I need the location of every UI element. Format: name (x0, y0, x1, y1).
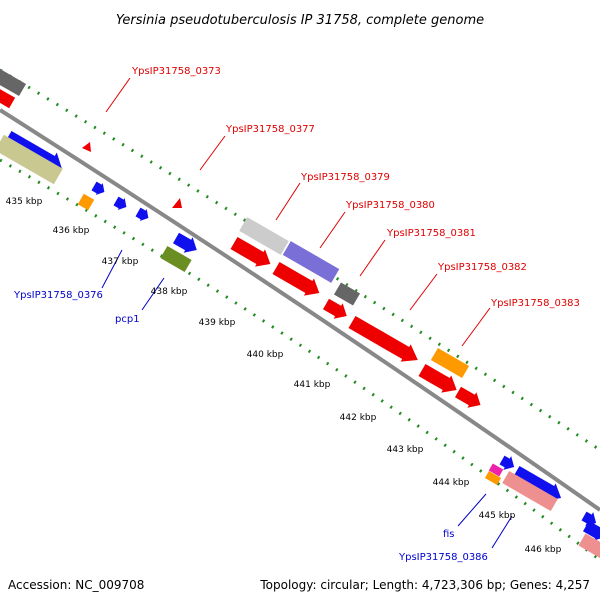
tick-label: 444 kbp (433, 478, 470, 488)
gene-label[interactable]: YpsIP31758_0383 (490, 298, 580, 309)
gene-feature[interactable] (502, 470, 558, 512)
tick-label: 445 kbp (479, 511, 516, 521)
gene-label[interactable]: YpsIP31758_0382 (437, 262, 527, 273)
gene-label[interactable]: YpsIP31758_0379 (300, 172, 390, 183)
kbp-tick-labels: 435 kbp 436 kbp 437 kbp 438 kbp 439 kbp … (6, 197, 562, 555)
gene-feature[interactable] (160, 245, 192, 273)
red-gene-labels: YpsIP31758_0373 YpsIP31758_0377 YpsIP317… (131, 66, 580, 309)
gene-feature[interactable] (282, 241, 340, 283)
gene-feature[interactable] (580, 509, 600, 530)
gene-feature[interactable] (113, 195, 130, 213)
gene-feature[interactable] (172, 198, 182, 208)
tick-label: 446 kbp (525, 545, 562, 555)
map-title: Yersinia pseudotuberculosis IP 31758, co… (116, 13, 484, 28)
gene-feature[interactable] (77, 193, 95, 211)
gene-feature[interactable] (347, 313, 423, 368)
gene-feature[interactable] (454, 384, 486, 413)
genome-backbone (0, 108, 600, 512)
gene-label[interactable]: YpsIP31758_0377 (225, 124, 315, 135)
tick-label: 440 kbp (247, 350, 284, 360)
red-label-leaders (105, 77, 491, 347)
gene-features (0, 60, 600, 561)
gene-feature[interactable] (484, 471, 502, 485)
gene-feature[interactable] (135, 206, 152, 224)
gene-label[interactable]: YpsIP31758_0376 (13, 290, 103, 301)
gene-feature[interactable] (0, 60, 27, 97)
tick-label: 442 kbp (340, 413, 377, 423)
gene-feature[interactable] (0, 134, 63, 185)
gene-label[interactable]: YpsIP31758_0381 (386, 228, 476, 239)
gene-feature[interactable] (82, 142, 91, 152)
gene-feature[interactable] (498, 453, 518, 474)
gene-feature[interactable] (333, 282, 361, 306)
topology-text: Topology: circular; Length: 4,723,306 bp… (260, 578, 590, 592)
tick-label: 443 kbp (387, 445, 424, 455)
tick-label: 441 kbp (294, 380, 331, 390)
blue-label-leaders (101, 249, 513, 549)
gene-label[interactable]: YpsIP31758_0373 (131, 66, 221, 77)
blue-gene-labels: YpsIP31758_0376 pcp1 fis YpsIP31758_0386 (13, 290, 488, 563)
accession-text: Accession: NC_009708 (8, 578, 145, 592)
gene-label[interactable]: YpsIP31758_0380 (345, 200, 435, 211)
gene-feature[interactable] (229, 234, 275, 272)
gene-feature[interactable] (322, 296, 352, 324)
gene-feature[interactable] (172, 230, 202, 258)
tick-label: 438 kbp (151, 287, 188, 297)
gene-label[interactable]: fis (443, 529, 455, 540)
tick-label: 435 kbp (6, 197, 43, 207)
tick-label: 436 kbp (53, 226, 90, 236)
gene-label[interactable]: pcp1 (115, 314, 140, 325)
gene-feature[interactable] (511, 463, 566, 506)
tick-label: 439 kbp (199, 318, 236, 328)
gene-feature[interactable] (488, 463, 504, 477)
gene-feature[interactable] (239, 217, 289, 255)
gene-feature[interactable] (417, 361, 462, 398)
gene-feature[interactable] (578, 533, 600, 561)
gene-feature[interactable] (430, 347, 470, 379)
gene-feature[interactable] (271, 259, 324, 301)
gene-label[interactable]: YpsIP31758_0386 (398, 552, 488, 563)
gene-feature[interactable] (91, 180, 108, 198)
gene-feature[interactable] (0, 80, 16, 109)
tick-label: 437 kbp (102, 257, 139, 267)
